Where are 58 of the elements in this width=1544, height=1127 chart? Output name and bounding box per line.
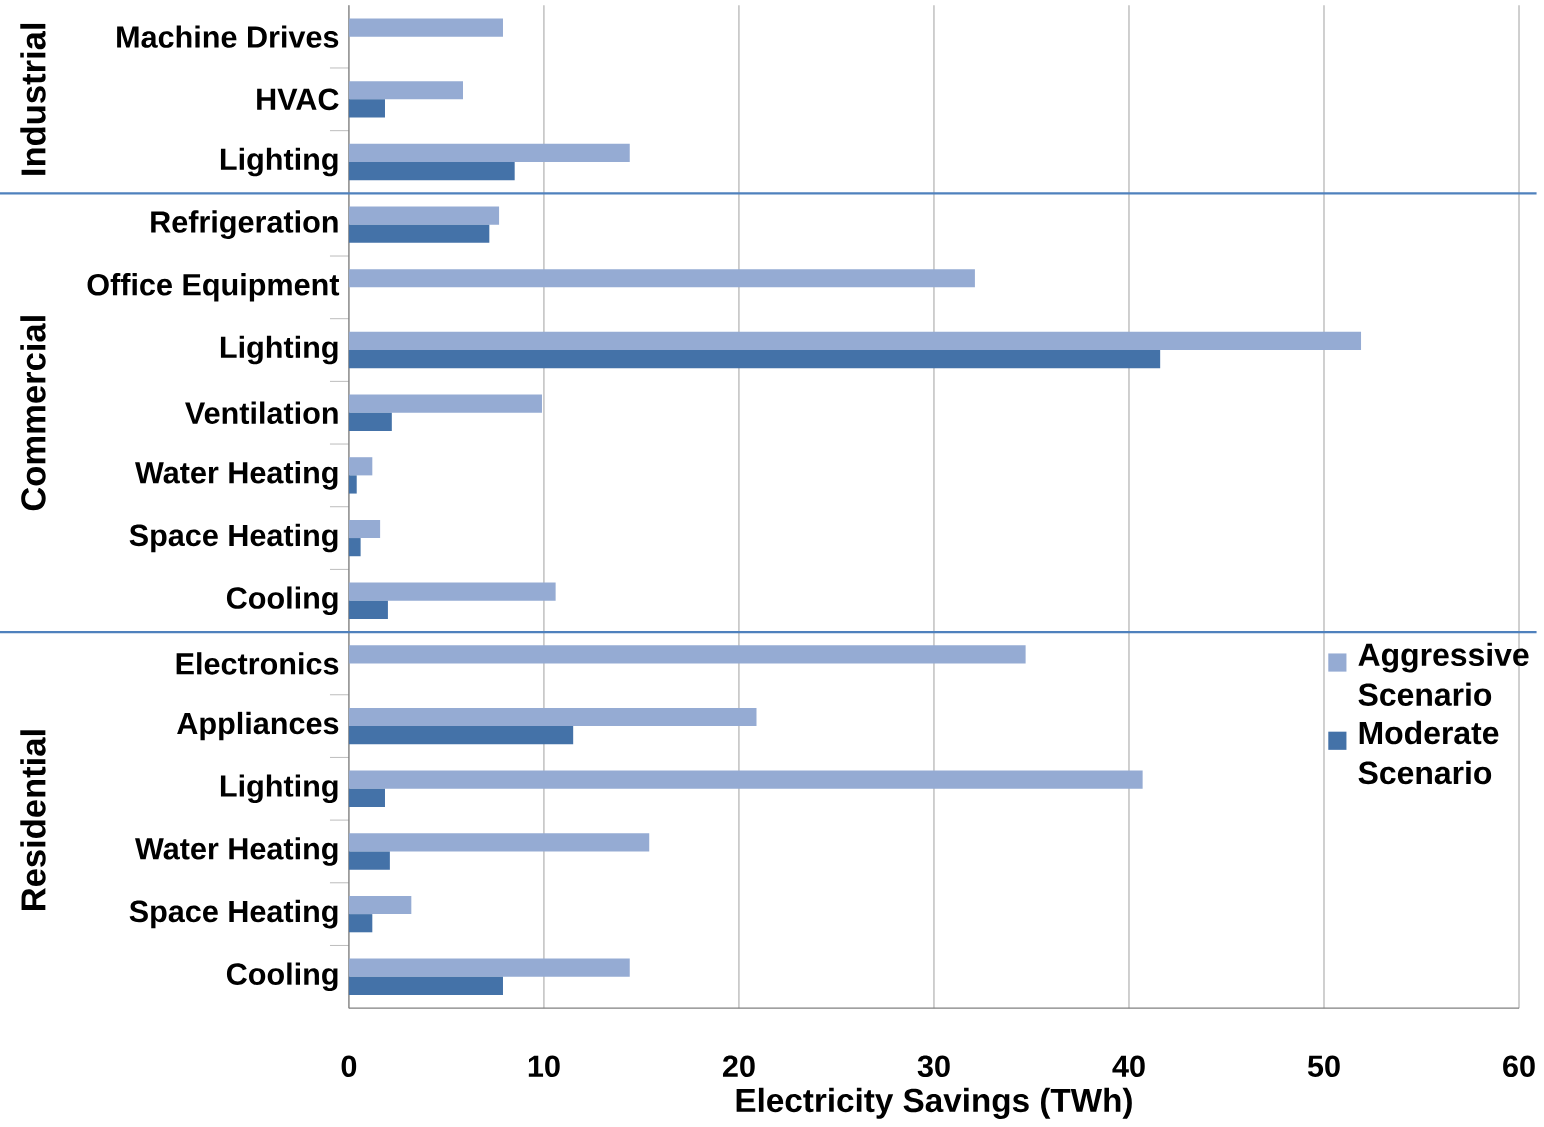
y-tick-label: HVAC xyxy=(257,88,339,111)
bar xyxy=(348,958,630,977)
x-tick-label: 10 xyxy=(528,1055,560,1078)
y-tick-label: Cooling xyxy=(226,962,338,992)
y-tick-label: Electronics xyxy=(176,652,339,675)
bar xyxy=(348,726,574,745)
bar xyxy=(348,833,650,852)
bar xyxy=(348,99,385,118)
y-tick-label: Ventilation xyxy=(185,401,338,424)
y-tick-label: Refrigeration xyxy=(151,210,338,239)
bar xyxy=(348,457,373,476)
x-axis-title: Electricity Savings (TWh) xyxy=(736,1087,1132,1119)
y-tick-label: Office Equipment xyxy=(87,273,340,302)
bar xyxy=(348,645,1026,664)
bar xyxy=(348,475,357,494)
bar xyxy=(348,331,1362,351)
legend-label: Moderate Scenario xyxy=(1358,720,1499,785)
y-tick-label: Appliances xyxy=(177,711,339,741)
bar xyxy=(348,707,757,727)
x-tick-label: 20 xyxy=(722,1055,755,1078)
bar xyxy=(348,269,975,288)
bar xyxy=(348,538,361,557)
y-tick-label: Water Heating xyxy=(135,461,338,490)
y-tick-label: Cooling xyxy=(226,586,338,616)
bar xyxy=(348,412,392,431)
bar xyxy=(348,851,390,870)
y-tick-label: Space Heating xyxy=(129,899,338,929)
bar xyxy=(348,394,542,413)
y-tick-label: Machine Drives xyxy=(117,25,339,48)
bar xyxy=(348,519,381,539)
y-tick-label: Space Heating xyxy=(129,523,338,553)
bar xyxy=(348,350,1161,369)
bar xyxy=(348,18,503,37)
y-tick-label: Lighting xyxy=(220,147,338,177)
y-tick-label: Lighting xyxy=(220,335,338,365)
x-tick-label: 50 xyxy=(1307,1055,1340,1078)
bar xyxy=(348,582,556,601)
text: Industrial xyxy=(20,23,46,175)
legend-label: Aggressive Scenario xyxy=(1358,642,1529,706)
x-tick-label: 0 xyxy=(341,1055,357,1078)
bar xyxy=(348,81,463,100)
bar xyxy=(348,788,385,807)
bar xyxy=(348,976,503,995)
x-tick-label: 60 xyxy=(1503,1055,1535,1078)
bar xyxy=(348,895,412,915)
bar xyxy=(348,206,500,225)
text: Residential xyxy=(20,730,46,911)
x-tick-label: 40 xyxy=(1112,1055,1145,1078)
y-tick-label: Water Heating xyxy=(135,837,338,866)
bar xyxy=(348,162,515,181)
x-tick-label: 30 xyxy=(917,1055,950,1078)
bar xyxy=(348,224,490,243)
text: Commercial xyxy=(20,316,46,511)
bar xyxy=(348,600,388,619)
bar xyxy=(348,770,1143,789)
y-tick-label: Lighting xyxy=(220,774,338,804)
bar xyxy=(348,914,373,933)
bar xyxy=(348,143,630,163)
